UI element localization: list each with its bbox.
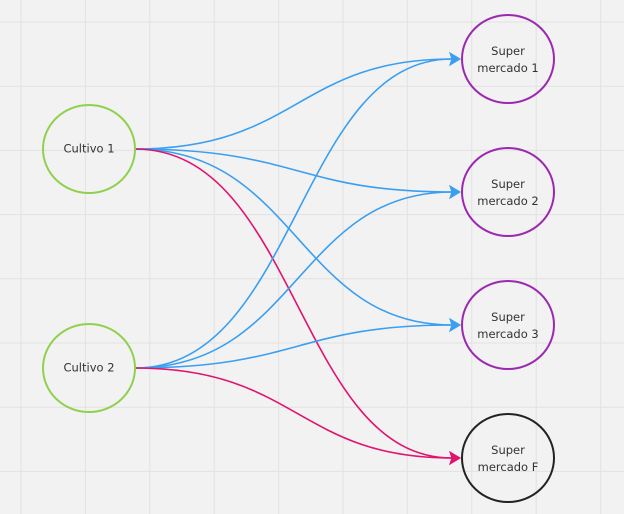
- label-text: Cultivo 1: [63, 141, 115, 156]
- label-line: Super: [491, 44, 525, 58]
- edge-c1-s1[interactable]: [134, 58, 453, 150]
- arrowhead-icon: [449, 317, 461, 333]
- label-line: mercado 3: [477, 327, 539, 341]
- node-label-supermercado-1: Super mercado 1: [462, 43, 554, 77]
- edge-c2-s2[interactable]: [134, 191, 453, 369]
- node-label-cultivo-2: Cultivo 2: [43, 360, 135, 377]
- node-circle-s2[interactable]: [461, 147, 555, 237]
- label-line: Super: [491, 443, 525, 457]
- edge-c1-s2[interactable]: [134, 148, 453, 193]
- label-line: Super: [491, 310, 525, 324]
- edge-c1-s3[interactable]: [134, 148, 453, 326]
- edge-c1-sf[interactable]: [134, 148, 453, 459]
- node-circle-s1[interactable]: [461, 14, 555, 104]
- label-line: mercado 1: [477, 61, 539, 75]
- arrowhead-icon: [449, 51, 461, 67]
- node-label-cultivo-1: Cultivo 1: [43, 141, 135, 158]
- node-label-supermercado-f: Super mercado F: [462, 442, 554, 476]
- edge-c2-sf[interactable]: [134, 367, 453, 459]
- label-line: mercado F: [477, 460, 539, 474]
- node-label-supermercado-3: Super mercado 3: [462, 309, 554, 343]
- node-circle-c1[interactable]: [42, 104, 136, 194]
- node-label-supermercado-2: Super mercado 2: [462, 176, 554, 210]
- edge-c2-s1[interactable]: [134, 58, 453, 369]
- arrowhead-icon: [449, 450, 461, 466]
- node-circle-c2[interactable]: [42, 323, 136, 413]
- node-circle-s3[interactable]: [461, 280, 555, 370]
- label-line: Super: [491, 177, 525, 191]
- node-circle-sf[interactable]: [461, 413, 555, 503]
- edge-c2-s3[interactable]: [134, 324, 453, 369]
- arrowhead-icon: [449, 184, 461, 200]
- label-text: Cultivo 2: [63, 360, 115, 375]
- label-line: mercado 2: [477, 194, 539, 208]
